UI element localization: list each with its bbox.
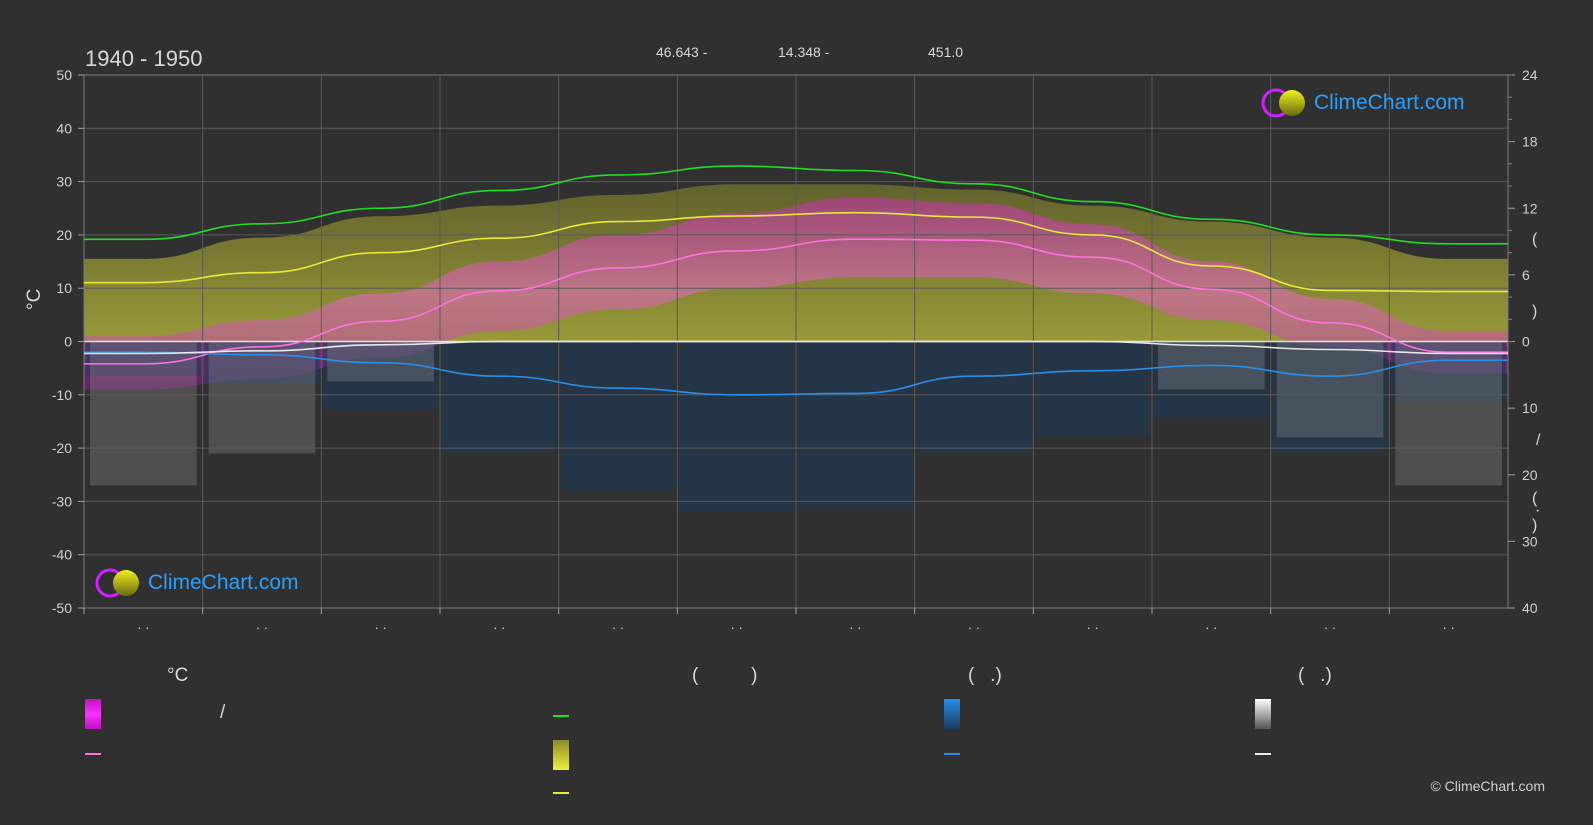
sunshine-line — [84, 211, 1508, 293]
month-label: · · — [731, 620, 743, 635]
rain-bar — [798, 341, 913, 508]
header-longitude: 14.348 - — [778, 44, 830, 60]
legend-snow-swatch — [1255, 753, 1271, 755]
snow-line — [83, 340, 1509, 355]
rain-line — [83, 351, 1508, 396]
rain-bar — [86, 341, 201, 376]
month-label: · · — [1087, 620, 1099, 635]
legend-sunshine-swatch — [553, 792, 569, 794]
snow-bar — [1395, 341, 1502, 486]
right-lower-tick-label: 20 — [1522, 467, 1538, 483]
chart-lines — [83, 165, 1509, 396]
rain-bar — [323, 341, 438, 410]
right-axis-label-6: ) — [1532, 517, 1537, 534]
month-label: · · — [1205, 620, 1217, 635]
left-tick-label: -20 — [52, 440, 72, 456]
legend-snow-header: ( .) — [1298, 665, 1332, 686]
legend-rain-header: ( .) — [968, 665, 1002, 686]
right-upper-tick-label: 12 — [1522, 200, 1538, 216]
right-lower-tick-label: 40 — [1522, 600, 1538, 616]
left-tick-label: 10 — [56, 280, 72, 296]
rain-bar — [204, 341, 320, 385]
logo-text-bottom: ClimeChart.com — [148, 571, 299, 594]
legend-rain-band-swatch — [944, 699, 960, 729]
rain-bar — [1035, 341, 1150, 436]
rain-bar — [442, 341, 557, 453]
left-tick-label: -10 — [52, 387, 72, 403]
month-label: · · — [1443, 620, 1455, 635]
daylight-line — [83, 165, 1508, 245]
left-tick-label: 40 — [56, 120, 72, 136]
month-label: · · — [256, 620, 268, 635]
logo-text-top: ClimeChart.com — [1314, 91, 1465, 114]
left-tick-label: 50 — [56, 67, 72, 83]
month-label: · · — [612, 620, 624, 635]
legend-sun-header: ( ) — [692, 665, 758, 686]
month-label: · · — [1324, 620, 1336, 635]
legend-rain-swatch — [944, 753, 960, 755]
snow-bar — [1276, 341, 1384, 438]
left-tick-label: 0 — [64, 334, 72, 350]
right-axis-label-4: ( — [1532, 490, 1538, 507]
legend-sunshine-band-swatch — [553, 740, 569, 770]
right-axis-label-2: ) — [1532, 303, 1537, 320]
right-upper-tick-label: 18 — [1522, 134, 1538, 150]
legend-temp-mean-swatch — [85, 753, 101, 755]
left-axis-label: °C — [24, 289, 45, 310]
chart-title: 1940 - 1950 — [85, 46, 202, 71]
right-upper-tick-label: 0 — [1522, 334, 1530, 350]
rain-bar — [679, 341, 794, 513]
right-axis-label-1: ( — [1532, 231, 1538, 248]
rain-bar — [1272, 341, 1388, 453]
left-tick-label: -40 — [52, 547, 72, 563]
climechart-logo-icon — [1261, 88, 1305, 118]
right-lower-tick-label: 30 — [1522, 533, 1538, 549]
logo-bottom: ClimeChart.com — [94, 567, 299, 599]
right-upper-tick-label: 6 — [1522, 267, 1530, 283]
month-label: · · — [137, 620, 149, 635]
header-latitude: 46.643 - — [656, 44, 708, 60]
logo-top: ClimeChart.com — [1260, 87, 1465, 119]
legend-temp-band-swatch — [85, 699, 101, 729]
legend-temp-header: °C — [167, 665, 189, 686]
month-label: · · — [493, 620, 505, 635]
month-label: · · — [375, 620, 387, 635]
rain-bar — [1154, 341, 1269, 419]
left-tick-label: -50 — [52, 600, 72, 616]
month-label: · · — [968, 620, 980, 635]
snow-bar — [90, 341, 197, 486]
snow-bar — [208, 341, 316, 454]
legend-temp-slash: / — [220, 702, 226, 723]
header-elevation: 451.0 — [928, 44, 963, 60]
chart-ticks: 50 40 30 20 10 0 -10 -20 -30 -40 -50 24 18 12 6 0 10 20 30… — [52, 67, 1538, 635]
rain-bar — [916, 341, 1032, 453]
rain-bar — [560, 341, 676, 491]
copyright: © ClimeChart.com — [1430, 778, 1545, 794]
month-label: · · — [849, 620, 861, 635]
left-tick-label: 30 — [56, 174, 72, 190]
chart-grid — [83, 74, 1509, 609]
climechart-logo-icon — [95, 568, 139, 598]
right-upper-tick-label: 24 — [1522, 67, 1538, 83]
temp_mean-line — [84, 238, 1508, 365]
left-tick-label: 20 — [56, 227, 72, 243]
legend-snow-band-swatch — [1255, 699, 1271, 729]
right-axis-label-5: · — [1535, 502, 1540, 519]
legend-daylight-swatch — [553, 715, 569, 717]
right-lower-tick-label: 10 — [1522, 400, 1538, 416]
right-axis-label-3: / — [1536, 432, 1541, 449]
left-tick-label: -30 — [52, 493, 72, 509]
